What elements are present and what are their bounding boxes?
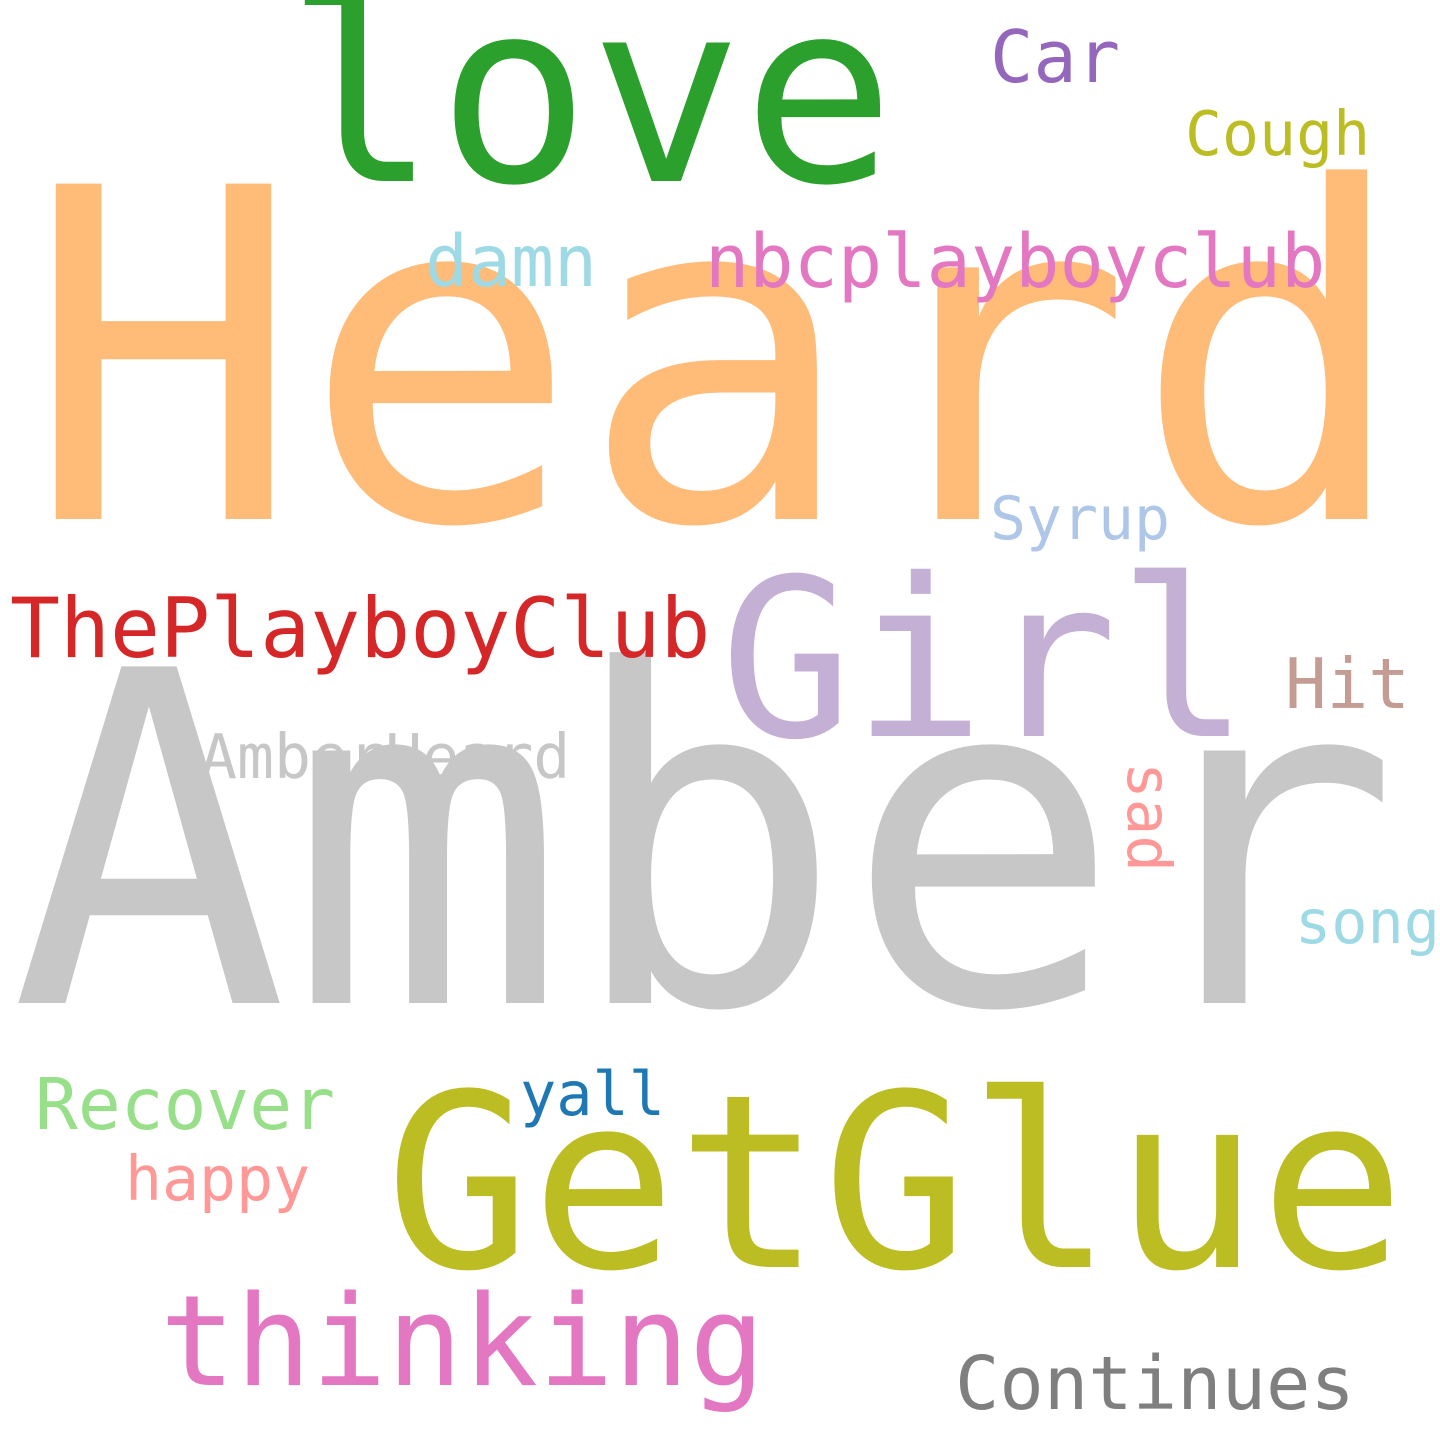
word-cough: Cough	[1185, 97, 1371, 170]
word-song: song	[1295, 887, 1440, 958]
word-damn: damn	[425, 219, 597, 303]
word-yall: yall	[520, 1059, 665, 1130]
word-amber: Amber	[10, 574, 1401, 1113]
word-heard: Heard	[25, 91, 1411, 628]
word-getglue: GetGlue	[385, 1042, 1406, 1325]
word-thinking: thinking	[160, 1268, 765, 1416]
word-theplayboyclub: ThePlayboyClub	[10, 579, 711, 677]
word-love: love	[285, 0, 895, 241]
word-sad: sad	[1113, 762, 1184, 872]
word-girl: Girl	[720, 531, 1251, 788]
word-hit: Hit	[1285, 644, 1410, 725]
word-recover: Recover	[35, 1062, 336, 1146]
word-happy: happy	[125, 1142, 311, 1215]
word-continues: Continues	[955, 1341, 1355, 1428]
word-amberheard: AmberHeard	[200, 720, 571, 793]
word-nbcplayboyclub: nbcplayboyclub	[705, 220, 1326, 306]
word-car: Car	[990, 15, 1121, 100]
word-syrup: Syrup	[990, 484, 1171, 555]
